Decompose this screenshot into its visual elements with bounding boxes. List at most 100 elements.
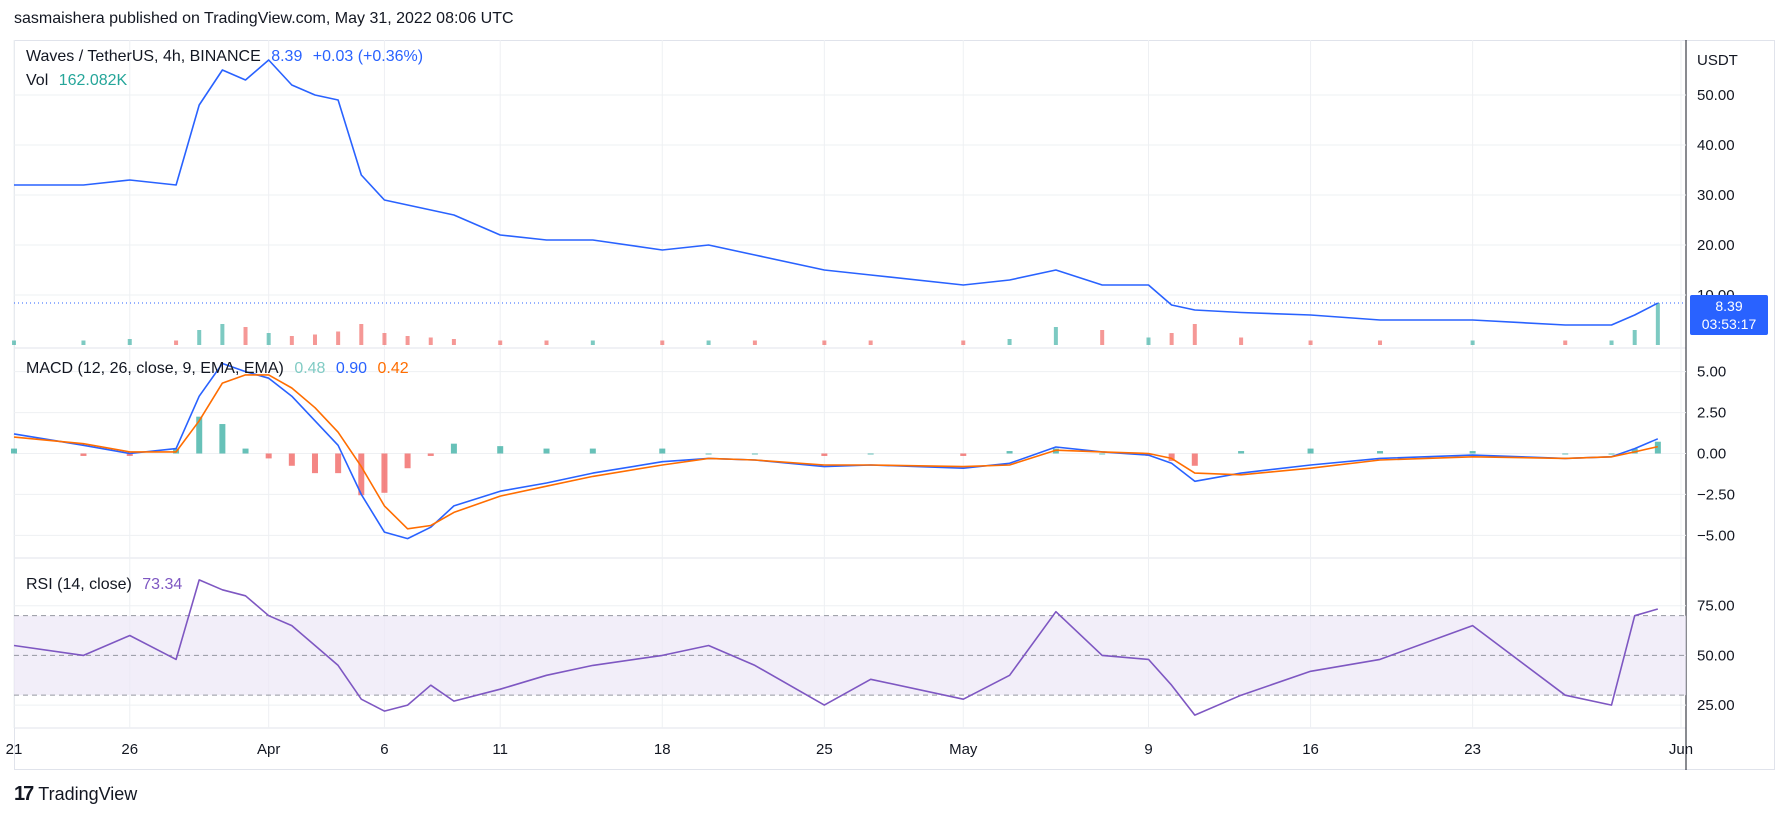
- histogram-bar: [589, 448, 596, 454]
- histogram-bar: [1238, 451, 1245, 454]
- x-tick-label[interactable]: 26: [121, 741, 138, 758]
- histogram-bar: [1099, 453, 1106, 455]
- volume-bar: [1378, 340, 1383, 345]
- macd-histogram: [11, 416, 1661, 496]
- y-tick-label: 5.00: [1697, 364, 1726, 381]
- histogram-bar: [265, 453, 272, 459]
- y-tick-label: 0.00: [1697, 446, 1726, 463]
- volume-bar: [174, 340, 179, 345]
- volume-legend: Vol 162.082K: [26, 72, 133, 90]
- macd-label[interactable]: MACD (12, 26, close, 9, EMA, EMA): [26, 360, 284, 377]
- histogram-bar: [358, 453, 365, 496]
- volume-bar: [220, 324, 225, 345]
- volume-value: 162.082K: [58, 72, 128, 89]
- histogram-bar: [1191, 453, 1198, 466]
- x-tick-label[interactable]: 6: [380, 741, 388, 758]
- rsi-label[interactable]: RSI (14, close): [26, 576, 132, 593]
- price-tag-value: 8.39: [1715, 298, 1743, 315]
- volume-bar: [1239, 337, 1244, 345]
- signal-value: 0.42: [377, 360, 409, 377]
- volume-bar: [312, 334, 317, 345]
- x-tick-label[interactable]: 16: [1302, 741, 1319, 758]
- volume-bar: [359, 324, 364, 345]
- y-tick-label: −5.00: [1697, 527, 1735, 544]
- y-axis-unit: USDT: [1697, 52, 1738, 69]
- histogram-bar: [450, 443, 457, 454]
- histogram-bar: [1562, 453, 1569, 455]
- volume-bar: [1007, 339, 1012, 345]
- volume-bar: [197, 330, 202, 345]
- volume-bar: [822, 340, 827, 345]
- volume-bar: [289, 336, 294, 345]
- current-price-tag: 8.39 03:53:17: [1690, 295, 1768, 336]
- volume-bar: [1146, 337, 1151, 345]
- volume-bar: [243, 327, 248, 345]
- signal-line: [13, 374, 1658, 530]
- x-tick-label[interactable]: Jun: [1669, 741, 1693, 758]
- volume-bar: [12, 340, 16, 345]
- y-tick-label: 25.00: [1697, 697, 1735, 714]
- histogram-bar: [404, 453, 411, 469]
- footer-branding[interactable]: 17 TradingView: [14, 783, 137, 806]
- volume-bar: [1609, 340, 1614, 345]
- x-tick-label[interactable]: 21: [6, 741, 23, 758]
- histogram-bar: [659, 448, 666, 454]
- volume-bar: [752, 340, 757, 345]
- histogram-bar: [311, 453, 318, 474]
- y-tick-label: 50.00: [1697, 87, 1735, 104]
- volume-label[interactable]: Vol: [26, 72, 49, 89]
- symbol-label[interactable]: Waves / TetherUS, 4h, BINANCE: [26, 48, 261, 65]
- histogram-bar: [381, 453, 388, 493]
- x-tick-label[interactable]: 23: [1464, 741, 1481, 758]
- rsi-line: [13, 579, 1659, 716]
- histogram-bar: [1608, 453, 1615, 455]
- histogram-bar: [1469, 451, 1476, 454]
- histogram-bar: [497, 446, 504, 454]
- volume-bar: [544, 340, 549, 345]
- price-legend: Waves / TetherUS, 4h, BINANCE 8.39 +0.03…: [26, 48, 429, 66]
- x-tick-label[interactable]: Apr: [257, 741, 280, 758]
- x-tick-label[interactable]: 9: [1144, 741, 1152, 758]
- volume-bar: [961, 340, 966, 345]
- volume-bar: [1169, 333, 1174, 345]
- y-tick-label: 30.00: [1697, 187, 1735, 204]
- y-tick-label: 40.00: [1697, 137, 1735, 154]
- histogram-bar: [80, 453, 87, 456]
- volume-bars: [12, 303, 1660, 345]
- volume-bar: [266, 333, 271, 345]
- publish-header: sasmaishera published on TradingView.com…: [14, 10, 514, 27]
- x-tick-label[interactable]: 11: [492, 741, 508, 758]
- volume-bar: [405, 336, 410, 345]
- volume-bar: [1100, 330, 1105, 345]
- volume-bar: [1655, 303, 1660, 345]
- histogram-bar: [219, 424, 226, 454]
- price-line: [14, 59, 1659, 326]
- volume-bar: [127, 339, 132, 345]
- histogram-bar: [960, 453, 967, 456]
- rsi-legend: RSI (14, close) 73.34: [26, 576, 188, 594]
- volume-bar: [1053, 327, 1058, 345]
- histogram-bar: [242, 448, 249, 454]
- volume-bar: [451, 339, 456, 345]
- volume-bar: [660, 340, 665, 345]
- y-tick-label: 50.00: [1697, 647, 1735, 664]
- histogram-bar: [11, 448, 17, 454]
- histogram-bar: [705, 453, 712, 455]
- x-tick-label[interactable]: May: [949, 741, 978, 758]
- histogram-bar: [1654, 441, 1661, 454]
- volume-bar: [81, 340, 86, 345]
- y-tick-label: −2.50: [1697, 486, 1735, 503]
- volume-bar: [706, 340, 711, 345]
- histogram-bar: [335, 453, 342, 474]
- x-axis-labels[interactable]: 21 26 Apr 6 11 18 25 May 9 16 23 Jun: [6, 741, 1693, 758]
- price-value: 8.39: [271, 48, 303, 65]
- histogram-bar: [821, 453, 828, 456]
- x-tick-label[interactable]: 25: [816, 741, 833, 758]
- histogram-bar: [751, 453, 758, 455]
- x-tick-label[interactable]: 18: [654, 741, 671, 758]
- volume-bar: [1470, 340, 1475, 345]
- histogram-bar: [543, 448, 550, 454]
- volume-bar: [1308, 340, 1313, 345]
- tradingview-logo-icon: 17: [14, 783, 34, 805]
